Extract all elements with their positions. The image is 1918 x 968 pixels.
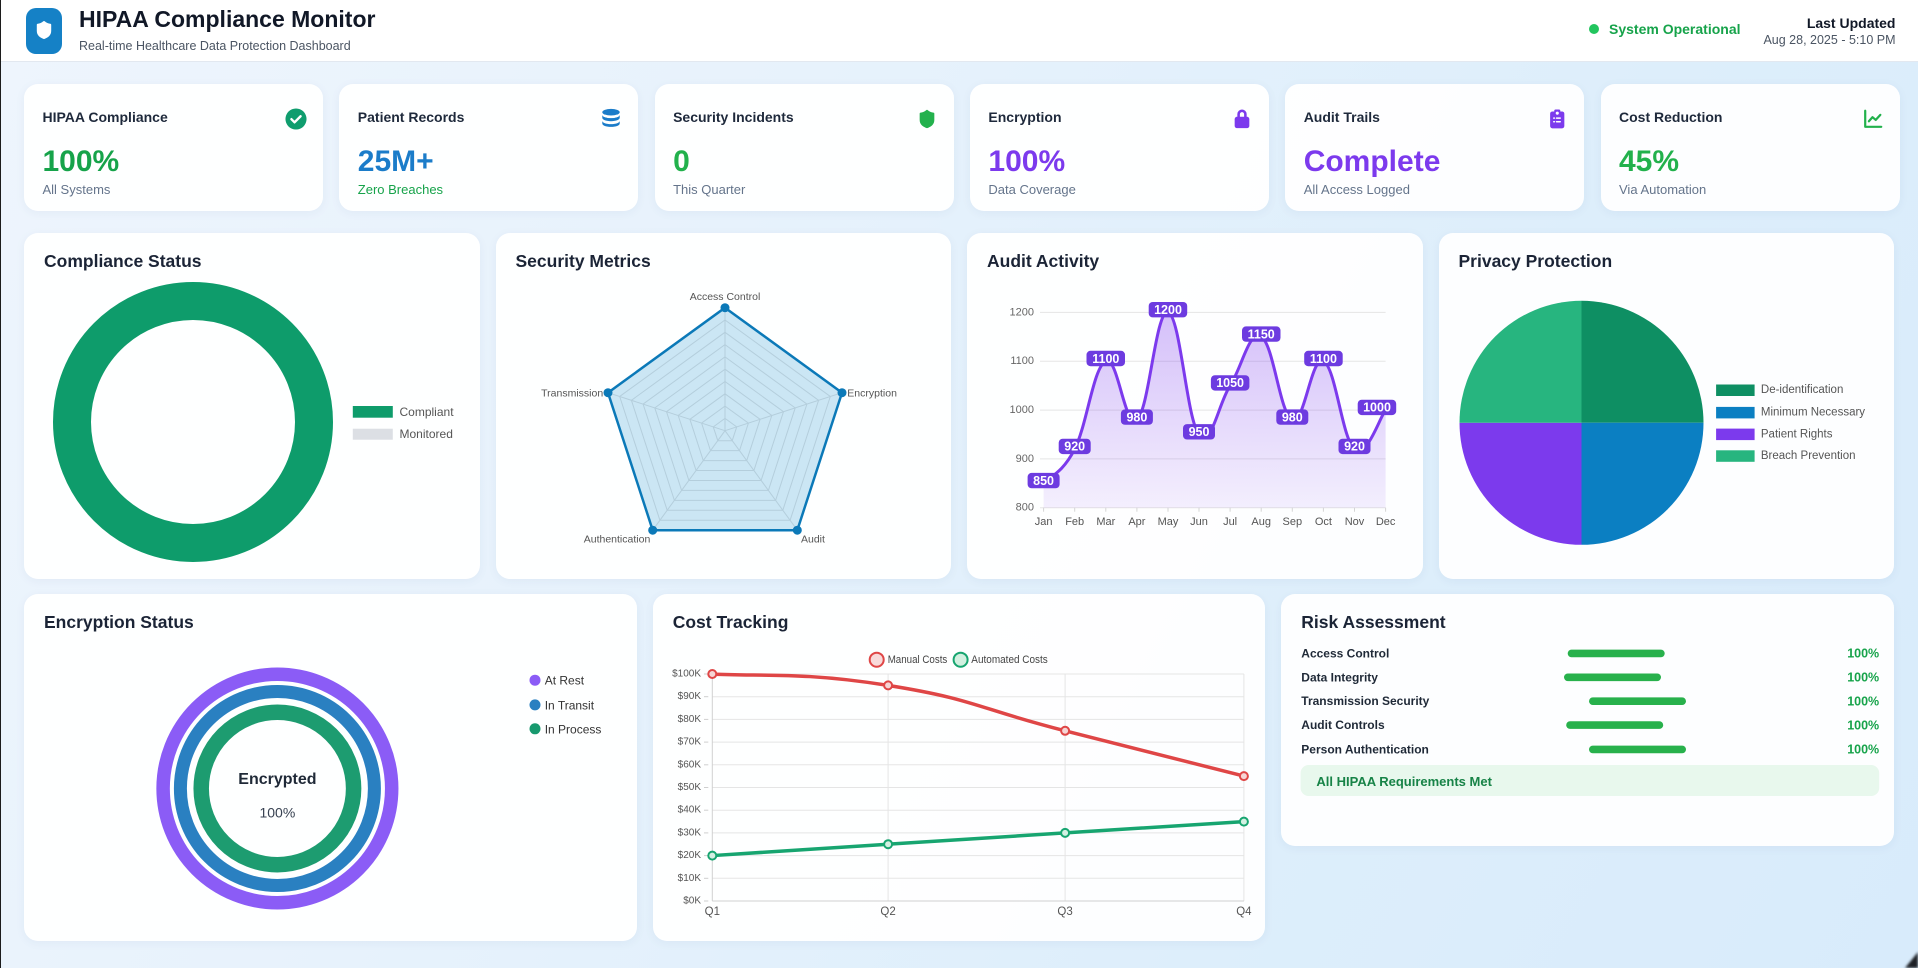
svg-text:980: 980 bbox=[1126, 410, 1147, 424]
svg-text:100%: 100% bbox=[259, 805, 295, 821]
svg-text:Nov: Nov bbox=[1345, 516, 1365, 528]
svg-text:$20K: $20K bbox=[677, 850, 701, 861]
svg-text:900: 900 bbox=[1016, 453, 1034, 465]
svg-text:Dec: Dec bbox=[1376, 516, 1396, 528]
svg-text:Manual Costs: Manual Costs bbox=[887, 654, 947, 666]
svg-text:Automated Costs: Automated Costs bbox=[971, 654, 1048, 666]
svg-text:Feb: Feb bbox=[1065, 516, 1084, 528]
svg-text:100%: 100% bbox=[1848, 718, 1880, 732]
svg-text:1200: 1200 bbox=[1154, 303, 1182, 317]
svg-text:Transmission Security: Transmission Security bbox=[1302, 694, 1430, 708]
svg-text:In Transit: In Transit bbox=[545, 698, 595, 712]
svg-text:Compliant: Compliant bbox=[400, 405, 455, 419]
svg-text:De-identification: De-identification bbox=[1760, 384, 1842, 396]
svg-text:100%: 100% bbox=[1848, 743, 1880, 757]
svg-text:Apr: Apr bbox=[1128, 516, 1145, 528]
svg-text:Q1: Q1 bbox=[704, 906, 719, 918]
svg-text:Minimum Necessary: Minimum Necessary bbox=[1760, 407, 1864, 419]
svg-text:850: 850 bbox=[1033, 474, 1054, 488]
svg-text:1100: 1100 bbox=[1092, 352, 1119, 366]
svg-text:100%: 100% bbox=[1848, 647, 1880, 661]
svg-text:Access Control: Access Control bbox=[1302, 646, 1390, 660]
svg-text:980: 980 bbox=[1282, 410, 1303, 424]
svg-text:$60K: $60K bbox=[677, 759, 701, 770]
svg-text:Audit: Audit bbox=[801, 534, 825, 546]
svg-text:$80K: $80K bbox=[677, 714, 701, 725]
svg-text:Jun: Jun bbox=[1190, 516, 1208, 528]
svg-text:Q2: Q2 bbox=[880, 906, 895, 918]
svg-text:Person Authentication: Person Authentication bbox=[1302, 742, 1430, 756]
svg-text:Oct: Oct bbox=[1315, 516, 1332, 528]
svg-text:950: 950 bbox=[1189, 425, 1210, 439]
svg-text:Mar: Mar bbox=[1096, 516, 1115, 528]
svg-text:$90K: $90K bbox=[677, 691, 701, 702]
svg-text:1200: 1200 bbox=[1010, 306, 1034, 318]
svg-text:Data Integrity: Data Integrity bbox=[1302, 670, 1379, 684]
svg-text:Q4: Q4 bbox=[1236, 906, 1252, 918]
svg-text:Authentication: Authentication bbox=[583, 534, 650, 546]
svg-text:All HIPAA Requirements Met: All HIPAA Requirements Met bbox=[1317, 774, 1493, 789]
svg-text:800: 800 bbox=[1016, 502, 1034, 514]
svg-text:1150: 1150 bbox=[1248, 327, 1275, 341]
svg-text:$50K: $50K bbox=[677, 782, 701, 793]
svg-text:Breach Prevention: Breach Prevention bbox=[1760, 450, 1855, 462]
svg-text:1100: 1100 bbox=[1010, 355, 1034, 367]
svg-text:$0K: $0K bbox=[683, 896, 701, 907]
svg-text:1100: 1100 bbox=[1310, 352, 1337, 366]
svg-text:At Rest: At Rest bbox=[545, 674, 585, 688]
svg-text:920: 920 bbox=[1064, 440, 1085, 454]
svg-text:100%: 100% bbox=[1848, 671, 1880, 685]
svg-text:$100K: $100K bbox=[672, 669, 701, 680]
svg-text:Access Control: Access Control bbox=[689, 291, 760, 303]
svg-text:Sep: Sep bbox=[1283, 516, 1303, 528]
svg-text:In Process: In Process bbox=[545, 722, 602, 736]
svg-text:Transmission: Transmission bbox=[541, 387, 603, 399]
svg-text:Patient Rights: Patient Rights bbox=[1760, 428, 1832, 440]
svg-text:1000: 1000 bbox=[1010, 404, 1034, 416]
svg-text:Encryption: Encryption bbox=[847, 387, 897, 399]
svg-text:Monitored: Monitored bbox=[400, 427, 453, 441]
svg-text:$70K: $70K bbox=[677, 737, 701, 748]
svg-text:Jul: Jul bbox=[1223, 516, 1237, 528]
svg-text:1000: 1000 bbox=[1363, 401, 1391, 415]
svg-text:Jan: Jan bbox=[1035, 516, 1053, 528]
svg-text:$40K: $40K bbox=[677, 805, 701, 816]
svg-text:1050: 1050 bbox=[1216, 376, 1244, 390]
svg-text:Audit Controls: Audit Controls bbox=[1302, 718, 1386, 732]
svg-text:920: 920 bbox=[1344, 440, 1365, 454]
svg-text:May: May bbox=[1158, 516, 1179, 528]
svg-text:Encrypted: Encrypted bbox=[238, 771, 316, 788]
svg-text:Q3: Q3 bbox=[1057, 906, 1072, 918]
svg-text:$30K: $30K bbox=[677, 827, 701, 838]
svg-text:$10K: $10K bbox=[677, 873, 701, 884]
svg-text:100%: 100% bbox=[1848, 695, 1880, 709]
svg-text:Aug: Aug bbox=[1251, 516, 1271, 528]
